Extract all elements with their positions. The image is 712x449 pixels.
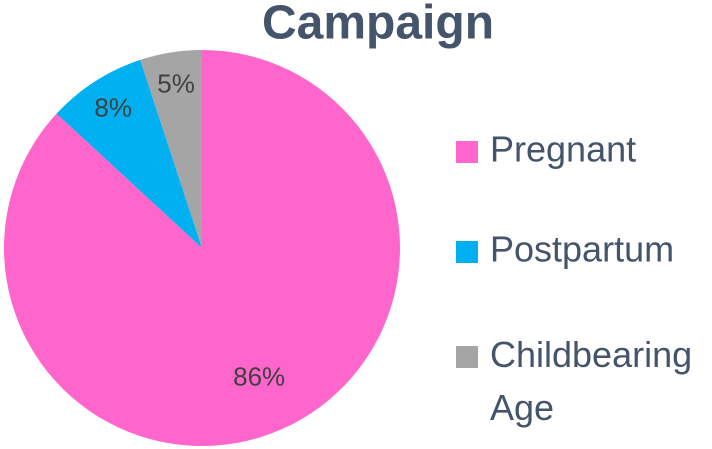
legend-label: Childbearing Age — [490, 334, 692, 428]
data-label: 8% — [94, 93, 132, 123]
legend-label: Pregnant — [490, 129, 636, 170]
pie-slice — [140, 50, 202, 248]
legend-swatch — [456, 141, 478, 163]
data-label: 5% — [157, 69, 195, 99]
chart-title: Campaign — [262, 0, 494, 50]
legend-swatch — [456, 241, 478, 263]
legend-swatch — [456, 346, 478, 368]
legend-label: Postpartum — [490, 229, 674, 270]
data-label: 86% — [233, 361, 285, 391]
pie-slice — [56, 59, 202, 248]
